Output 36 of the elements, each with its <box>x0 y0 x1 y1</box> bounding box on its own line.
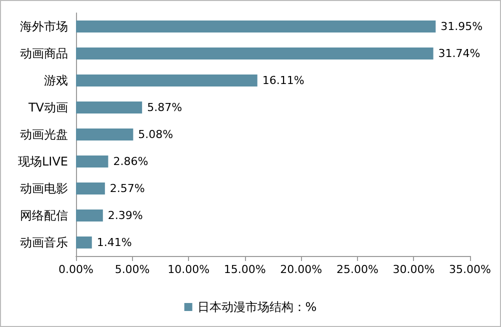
x-tick-label: 5.00% <box>114 263 150 276</box>
y-tick-label: 游戏 <box>44 74 68 88</box>
bar <box>76 210 103 222</box>
x-tick-label: 30.00% <box>392 263 435 276</box>
y-tick-label: 现场LIVE <box>18 154 68 168</box>
y-tick-label: 动画音乐 <box>20 236 68 250</box>
y-tick-label: 动画光盘 <box>20 128 68 142</box>
bar <box>76 74 258 86</box>
data-label: 2.39% <box>108 209 143 222</box>
data-label: 31.74% <box>438 47 480 60</box>
bar <box>76 236 92 248</box>
y-tick-label: 海外市场 <box>20 20 68 34</box>
bar <box>76 156 108 168</box>
x-tick-label: 15.00% <box>224 263 266 276</box>
data-label: 5.08% <box>138 128 174 141</box>
bar <box>76 182 105 194</box>
x-tick-label: 35.00% <box>449 263 491 276</box>
data-label: 1.41% <box>96 236 132 249</box>
y-tick-label: 网络配信 <box>20 208 68 222</box>
bar <box>76 128 134 140</box>
bar <box>76 48 434 60</box>
x-tick-label: 25.00% <box>336 263 378 276</box>
x-tick-label: 0.00% <box>58 263 94 276</box>
y-tick-label: 动画商品 <box>20 46 68 60</box>
data-label: 31.95% <box>440 20 483 33</box>
legend-label: 日本动漫市场结构：% <box>197 300 317 314</box>
data-label: 16.11% <box>262 74 304 87</box>
y-tick-label: 动画电影 <box>20 182 68 196</box>
bar <box>76 102 142 114</box>
y-tick-label: TV动画 <box>27 100 68 114</box>
x-tick-label: 10.00% <box>168 263 210 276</box>
data-label: 2.86% <box>113 155 148 168</box>
data-label: 5.87% <box>147 101 182 114</box>
data-label: 2.57% <box>110 182 145 195</box>
x-tick-label: 20.00% <box>280 263 322 276</box>
bar <box>76 20 436 32</box>
